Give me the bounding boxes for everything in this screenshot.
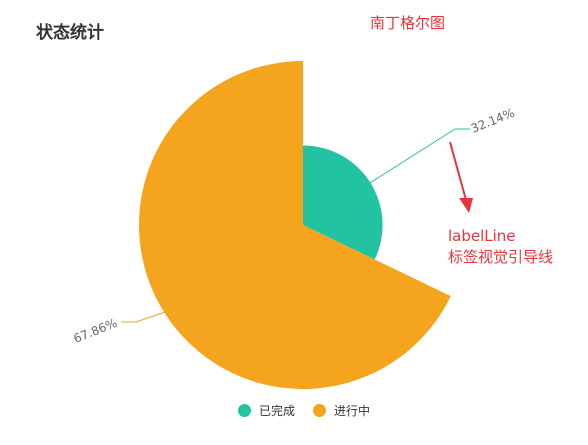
label-line-1 — [370, 128, 470, 184]
annotation-arrow-shaft — [449, 141, 467, 201]
chart-legend: 已完成 进行中 — [238, 402, 388, 419]
rose-slice-1[interactable] — [303, 145, 383, 260]
legend-label: 进行中 — [334, 404, 371, 418]
slice-label-2: 67.86% — [71, 316, 119, 346]
annotation-labelline-zh: 标签视觉引导线 — [448, 248, 554, 266]
rose-slices — [138, 61, 451, 389]
label-line-2 — [121, 311, 165, 323]
annotation-labelline: labelLine 标签视觉引导线 — [448, 226, 553, 268]
annotation-rose-title: 南丁格尔图 — [370, 14, 446, 32]
legend-item-1[interactable]: 已完成 — [238, 402, 295, 419]
slice-label-1: 32.14% — [469, 106, 517, 136]
legend-label: 已完成 — [259, 404, 296, 418]
annotation-arrow-head — [459, 198, 473, 213]
annotation-labelline-en: labelLine — [448, 227, 516, 245]
rose-slice-2[interactable] — [138, 61, 451, 389]
legend-swatch-icon — [238, 404, 251, 417]
legend-swatch-icon — [313, 404, 327, 417]
annotation-arrow — [449, 141, 473, 213]
panel-title: 状态统计 — [36, 23, 104, 43]
legend-item-2[interactable]: 进行中 — [313, 402, 370, 419]
